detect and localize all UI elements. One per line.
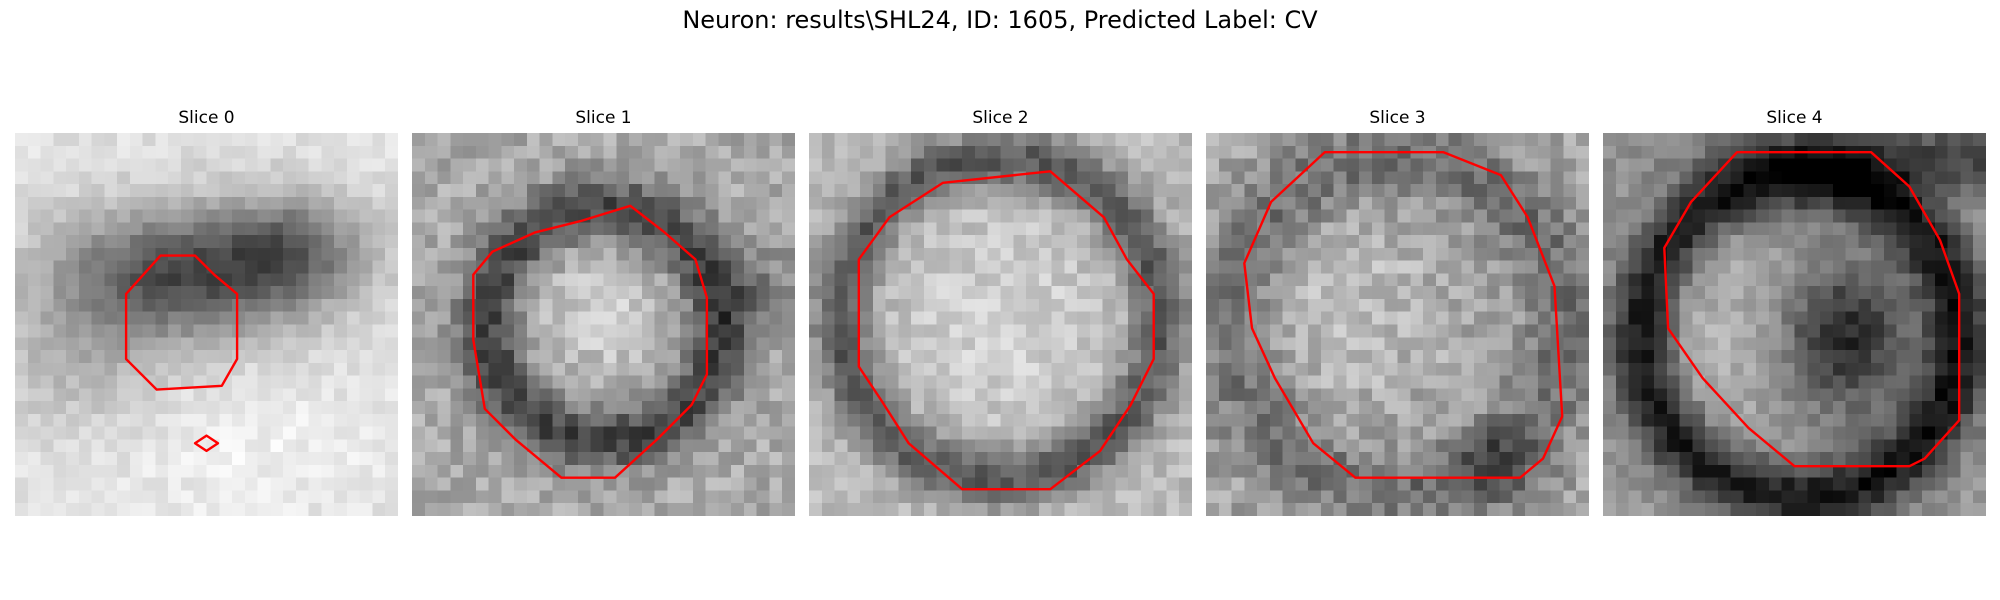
- contour-outline: [124, 254, 239, 391]
- slice-image-4: [1603, 133, 1986, 516]
- figure-title: Neuron: results\SHL24, ID: 1605, Predict…: [682, 6, 1318, 34]
- slice-image-0: [15, 133, 398, 516]
- slice-panel-3: Slice 3: [1206, 108, 1589, 516]
- pixel-grid: [1603, 133, 1986, 516]
- slice-panel-4: Slice 4: [1603, 108, 1986, 516]
- slice-title-2: Slice 2: [972, 108, 1029, 128]
- contour-outline: [1243, 151, 1564, 479]
- pixel-grid: [15, 133, 398, 516]
- pixel-grid: [1206, 133, 1589, 516]
- slice-title-1: Slice 1: [575, 108, 632, 128]
- slice-panel-2: Slice 2: [809, 108, 1192, 516]
- contour-outline: [857, 170, 1155, 491]
- contour-outline: [472, 204, 709, 479]
- slice-panel-0: Slice 0: [15, 108, 398, 516]
- contour-outline: [193, 434, 220, 453]
- pixel-grid: [412, 133, 795, 516]
- pixel-grid: [809, 133, 1192, 516]
- slice-title-0: Slice 0: [178, 108, 235, 128]
- slice-image-1: [412, 133, 795, 516]
- slice-title-4: Slice 4: [1766, 108, 1823, 128]
- slice-image-2: [809, 133, 1192, 516]
- slice-panel-1: Slice 1: [412, 108, 795, 516]
- slice-image-3: [1206, 133, 1589, 516]
- slice-title-3: Slice 3: [1369, 108, 1426, 128]
- contour-outline: [1663, 151, 1961, 468]
